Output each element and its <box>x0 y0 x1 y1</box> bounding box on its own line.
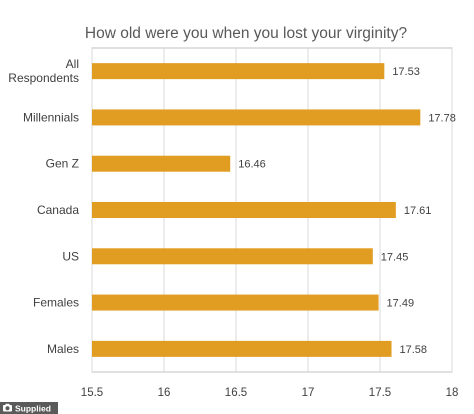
category-label: US <box>62 249 79 263</box>
bar <box>92 340 392 357</box>
value-label: 17.61 <box>404 205 432 217</box>
category-labels: All Respondents Millennials Gen Z Canada US Fe… <box>8 57 79 356</box>
category-label-line: Canada <box>37 203 79 217</box>
bar <box>92 155 231 172</box>
bar <box>92 63 385 80</box>
bars <box>92 63 421 357</box>
x-tick-label: 17 <box>302 387 315 399</box>
category-label: Millennials <box>23 110 79 124</box>
value-label: 16.46 <box>238 159 266 171</box>
chart-title: How old were you when you lost your virg… <box>85 25 408 42</box>
category-label: Females <box>33 296 79 310</box>
bar <box>92 248 373 265</box>
value-labels: 17.53 17.78 16.46 17.61 17.45 17.49 17.58 <box>238 66 456 356</box>
category-label: Gen Z <box>46 157 79 171</box>
credit-badge: Supplied <box>0 402 58 414</box>
category-label-line: US <box>62 249 79 263</box>
camera-icon <box>3 403 12 412</box>
bar <box>92 294 379 311</box>
category-label-line: Males <box>47 342 79 356</box>
x-tick-label: 17.5 <box>369 387 391 399</box>
category-label: All Respondents <box>8 57 79 85</box>
x-tick-label: 16.5 <box>225 387 247 399</box>
value-label: 17.49 <box>387 298 415 310</box>
bar <box>92 109 421 126</box>
category-label-line: Females <box>33 296 79 310</box>
category-label-line: All <box>66 57 79 71</box>
x-tick-label: 15.5 <box>81 387 103 399</box>
category-label-line: Millennials <box>23 110 79 124</box>
category-label-line: Gen Z <box>46 157 79 171</box>
category-label: Canada <box>37 203 79 217</box>
x-tick-label: 18 <box>446 387 459 399</box>
credit-text: Supplied <box>15 404 51 414</box>
credit-background <box>0 402 58 414</box>
value-label: 17.53 <box>392 66 420 78</box>
category-label: Males <box>47 342 79 356</box>
value-label: 17.78 <box>428 112 456 124</box>
value-label: 17.58 <box>400 344 428 356</box>
x-axis-tick-labels: 15.5 16 16.5 17 17.5 18 <box>81 387 459 399</box>
bar <box>92 202 396 218</box>
category-label-line: Respondents <box>8 71 79 85</box>
value-label: 17.45 <box>381 251 409 263</box>
x-tick-label: 16 <box>158 387 171 399</box>
